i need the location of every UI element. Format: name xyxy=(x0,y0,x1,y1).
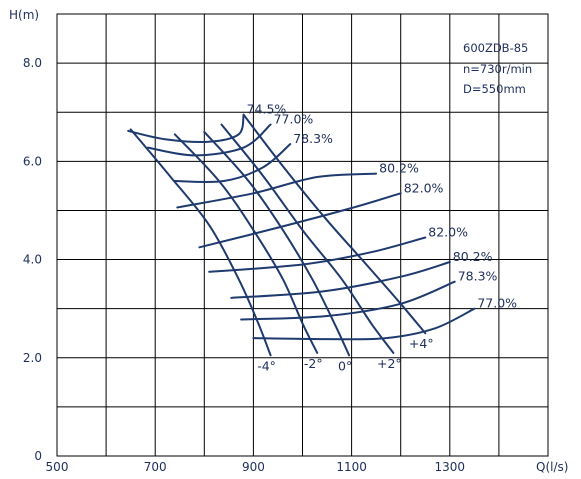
curves xyxy=(127,113,476,357)
y-tick-label: 8.0 xyxy=(23,56,42,70)
blade-angle-curve xyxy=(129,128,272,357)
efficiency-curve xyxy=(240,280,456,321)
blade-angle-label: -4° xyxy=(257,358,276,373)
y-tick-label: 2.0 xyxy=(23,351,42,365)
efficiency-label: 77.0% xyxy=(477,296,517,311)
efficiency-label: 80.2% xyxy=(453,249,493,264)
efficiency-curve xyxy=(146,123,272,157)
y-tick-label: 4.0 xyxy=(23,253,42,267)
blade-angle-curve xyxy=(220,123,395,354)
blade-angle-label: +4° xyxy=(409,336,434,351)
efficiency-label: 78.3% xyxy=(293,131,333,146)
efficiency-label: 78.3% xyxy=(458,269,498,284)
x-axis-label: Q(l/s) xyxy=(536,460,568,474)
efficiency-label: 74.5% xyxy=(247,102,287,117)
y-tick-label: 0 xyxy=(34,449,42,463)
speed-label: n=730r/min xyxy=(463,62,532,76)
x-tick-label: 1300 xyxy=(435,460,466,474)
y-tick-label: 6.0 xyxy=(23,154,42,168)
efficiency-curve xyxy=(198,192,402,249)
blade-angle-label: -2° xyxy=(304,356,323,371)
blade-angle-curve xyxy=(173,133,319,354)
blade-angle-label: +2° xyxy=(377,356,402,371)
x-tick-label: 500 xyxy=(46,460,69,474)
curve-labels: -4° -2° 0° +2°+4°74.5%77.0%78.3%80.2%82.0%8… xyxy=(247,102,518,374)
x-tick-label: 700 xyxy=(144,460,167,474)
efficiency-curve xyxy=(173,143,292,184)
model-info: 600ZDB-85 n=730r/min D=550mm xyxy=(463,41,532,96)
blade-angle-curve xyxy=(203,130,351,357)
efficiency-curve xyxy=(176,172,378,209)
efficiency-curve xyxy=(208,236,427,273)
efficiency-curve xyxy=(127,113,245,143)
blade-angle-label: 0° xyxy=(338,358,352,373)
efficiency-label: 82.0% xyxy=(428,224,468,239)
grid xyxy=(56,13,549,457)
efficiency-label: 82.0% xyxy=(404,180,444,195)
x-tick-label: 900 xyxy=(242,460,265,474)
x-tick-label: 1100 xyxy=(336,460,367,474)
axis-ticks: 500 700 900 1100 1300 0 2.0 4.0 6.0 8.0 xyxy=(23,56,465,474)
diameter-label: D=550mm xyxy=(463,82,526,96)
blade-angle-curve xyxy=(242,113,427,335)
efficiency-curve xyxy=(252,307,476,341)
efficiency-label: 77.0% xyxy=(274,112,314,127)
model-name: 600ZDB-85 xyxy=(463,41,528,55)
y-axis-label: H(m) xyxy=(9,8,39,22)
efficiency-label: 80.2% xyxy=(379,161,419,176)
efficiency-curve xyxy=(230,261,451,299)
